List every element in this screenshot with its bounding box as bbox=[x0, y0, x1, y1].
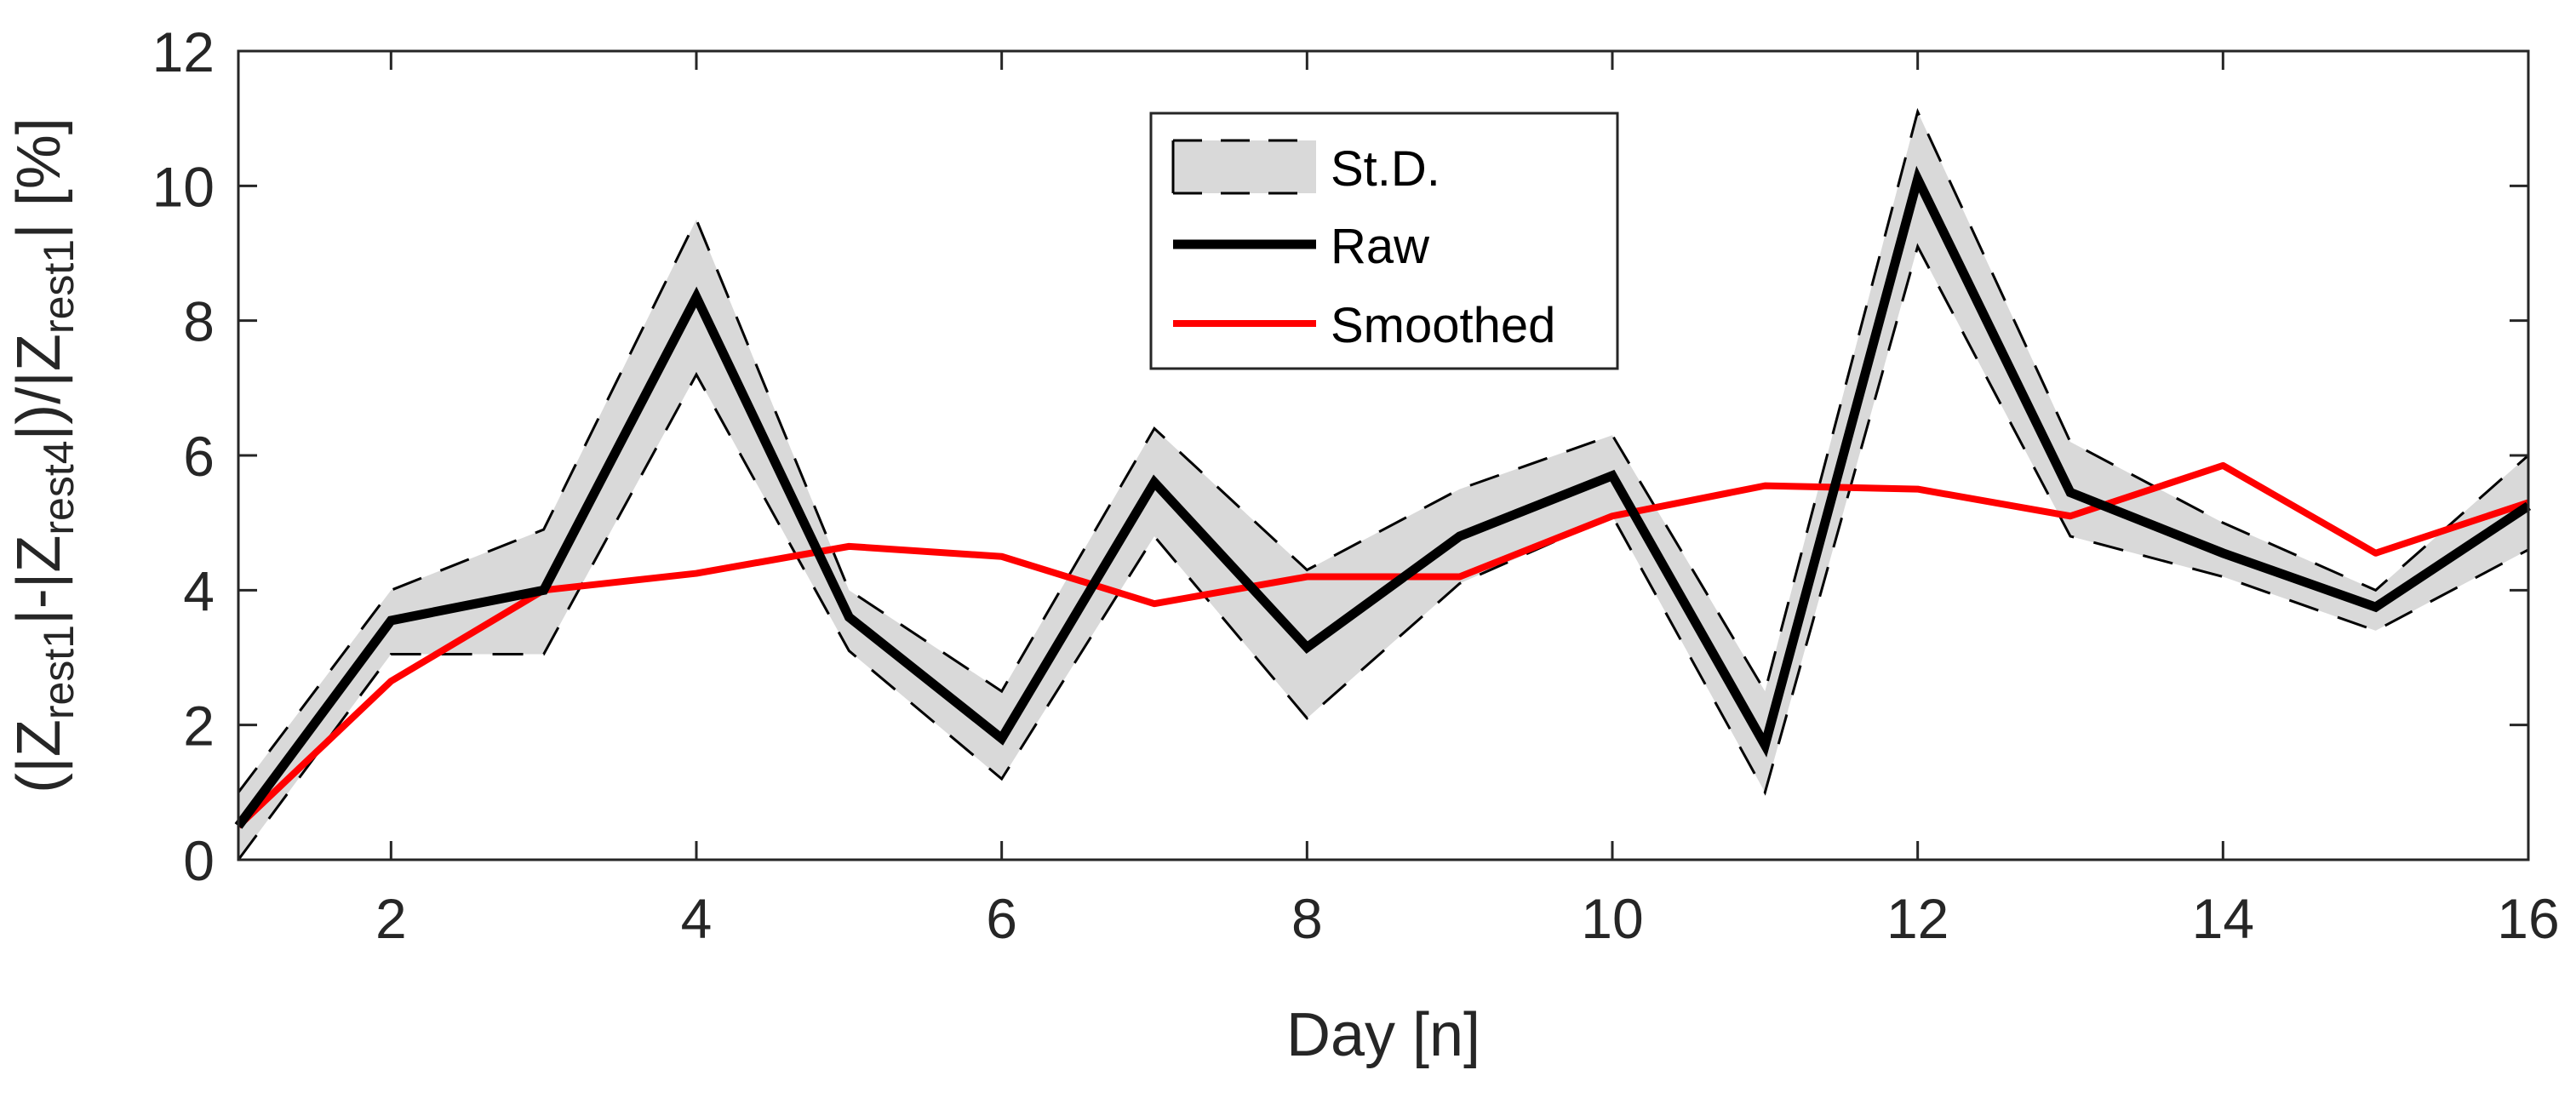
x-axis-label: Day [n] bbox=[1286, 1001, 1480, 1069]
legend-std-swatch bbox=[1173, 140, 1316, 193]
legend: St.D. Raw Smoothed bbox=[1149, 112, 1619, 370]
y-axis-label-part: | [%] bbox=[5, 117, 73, 239]
legend-label-std: St.D. bbox=[1331, 141, 1440, 197]
y-axis-label: (|Zrest1|-|Zrest4|)/|Zrest1| [%] bbox=[5, 117, 83, 793]
y-tick-label: 6 bbox=[183, 425, 215, 488]
x-tick-label: 6 bbox=[986, 887, 1017, 950]
y-tick-label: 4 bbox=[183, 559, 215, 622]
x-tick-label: 8 bbox=[1291, 887, 1323, 950]
x-tick-label: 14 bbox=[2192, 887, 2254, 950]
y-axis-label-subscript: rest1 bbox=[35, 625, 83, 719]
y-axis-label-part: |-|Z bbox=[5, 535, 73, 625]
y-axis-label-part: (|Z bbox=[5, 719, 73, 793]
y-tick-label: 8 bbox=[183, 290, 215, 353]
y-axis-label-part: |)/|Z bbox=[5, 334, 73, 440]
y-tick-label: 0 bbox=[183, 829, 215, 892]
legend-label-smoothed: Smoothed bbox=[1331, 298, 1555, 353]
x-tick-label: 2 bbox=[375, 887, 407, 950]
y-tick-label: 2 bbox=[183, 695, 215, 758]
y-tick-label: 10 bbox=[152, 155, 215, 218]
legend-label-raw: Raw bbox=[1331, 219, 1430, 274]
x-tick-label: 4 bbox=[681, 887, 713, 950]
y-tick-label: 12 bbox=[152, 20, 215, 83]
x-tick-label: 10 bbox=[1581, 887, 1643, 950]
std-band bbox=[238, 112, 2528, 860]
ticks: 2 4 6 8 10 12 14 16 0 2 4 6 8 10 12 bbox=[152, 20, 2560, 950]
x-tick-label: 16 bbox=[2497, 887, 2559, 950]
y-axis-label-subscript: rest4 bbox=[35, 440, 83, 535]
raw-line bbox=[234, 165, 2532, 829]
x-tick-label: 12 bbox=[1886, 887, 1949, 950]
y-axis-label-subscript: rest1 bbox=[35, 239, 83, 334]
plot-area bbox=[234, 107, 2532, 861]
std-lower-line bbox=[237, 243, 2529, 861]
std-upper-line bbox=[237, 107, 2529, 793]
smoothed-line bbox=[236, 461, 2530, 829]
